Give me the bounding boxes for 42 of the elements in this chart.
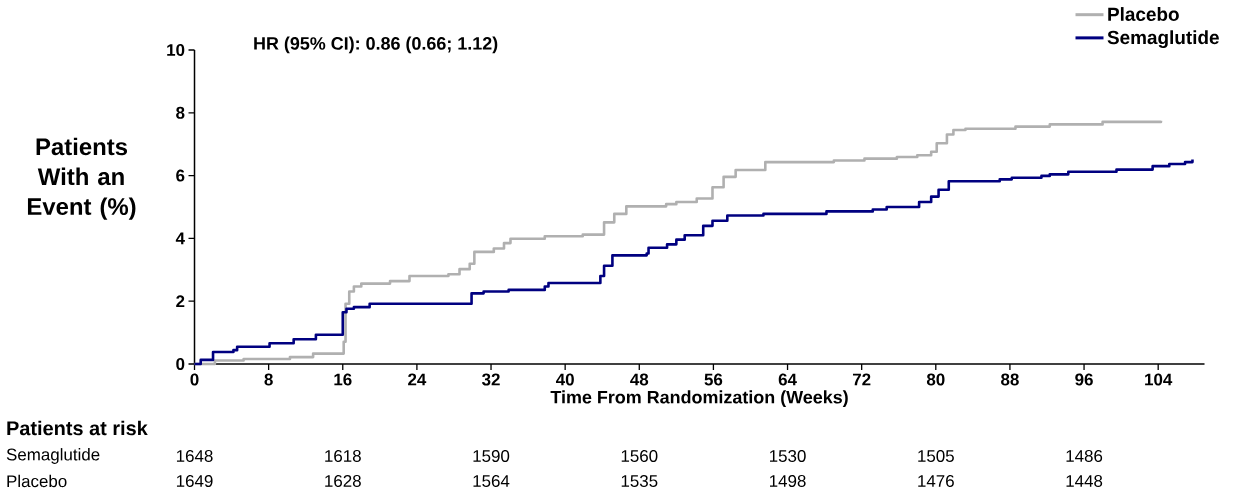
text: 1505 <box>918 449 954 462</box>
text: 1530 <box>770 449 806 462</box>
text: Patients at risk <box>7 420 148 436</box>
text: 1628 <box>325 474 361 487</box>
x-axis-title: Time From Randomization (Weeks) <box>550 390 848 408</box>
text: 1618 <box>325 449 361 462</box>
y-axis-title: Patients With an Event (%) <box>27 137 136 220</box>
legend-label: Semaglutide <box>1107 30 1219 48</box>
x-tick-label: 64 <box>778 373 797 386</box>
x-tick-label: 48 <box>630 373 649 386</box>
text: Placebo <box>7 474 67 488</box>
text: 1448 <box>1066 474 1103 487</box>
text: 1476 <box>918 474 954 487</box>
x-tick-label: 96 <box>1075 373 1093 386</box>
y-tick-label: 0 <box>176 357 185 370</box>
x-tick-label: 56 <box>704 373 723 386</box>
x-tick-label: 88 <box>1001 373 1019 386</box>
x-tick-label: 0 <box>190 373 199 386</box>
y-tick-label: 10 <box>167 43 185 56</box>
text: 1648 <box>176 449 213 462</box>
legend-label: Placebo <box>1108 7 1179 21</box>
text: 1564 <box>473 474 510 487</box>
y-tick-label: 2 <box>176 295 185 308</box>
text: 1560 <box>621 449 658 462</box>
text: 1486 <box>1066 449 1103 462</box>
x-tick-label: 72 <box>852 373 871 386</box>
text: 1535 <box>621 474 658 487</box>
annotation: HR (95% CI): 0.86 (0.66; 1.12) <box>254 36 498 54</box>
x-tick-label: 80 <box>926 373 945 386</box>
x-tick-label: 104 <box>1145 373 1173 386</box>
x-tick-label: 24 <box>408 373 427 386</box>
y-tick-label: 6 <box>176 169 185 182</box>
text: Semaglutide <box>6 448 100 464</box>
text: 1590 <box>473 449 510 462</box>
x-tick-label: 8 <box>264 373 273 386</box>
y-tick-label: 4 <box>175 232 185 245</box>
x-tick-label: 32 <box>482 373 500 386</box>
x-tick-label: 16 <box>334 373 352 386</box>
x-tick-label: 40 <box>555 373 574 386</box>
y-tick-label: 8 <box>176 106 185 119</box>
text: 1498 <box>770 474 806 487</box>
text: 1649 <box>176 474 213 487</box>
